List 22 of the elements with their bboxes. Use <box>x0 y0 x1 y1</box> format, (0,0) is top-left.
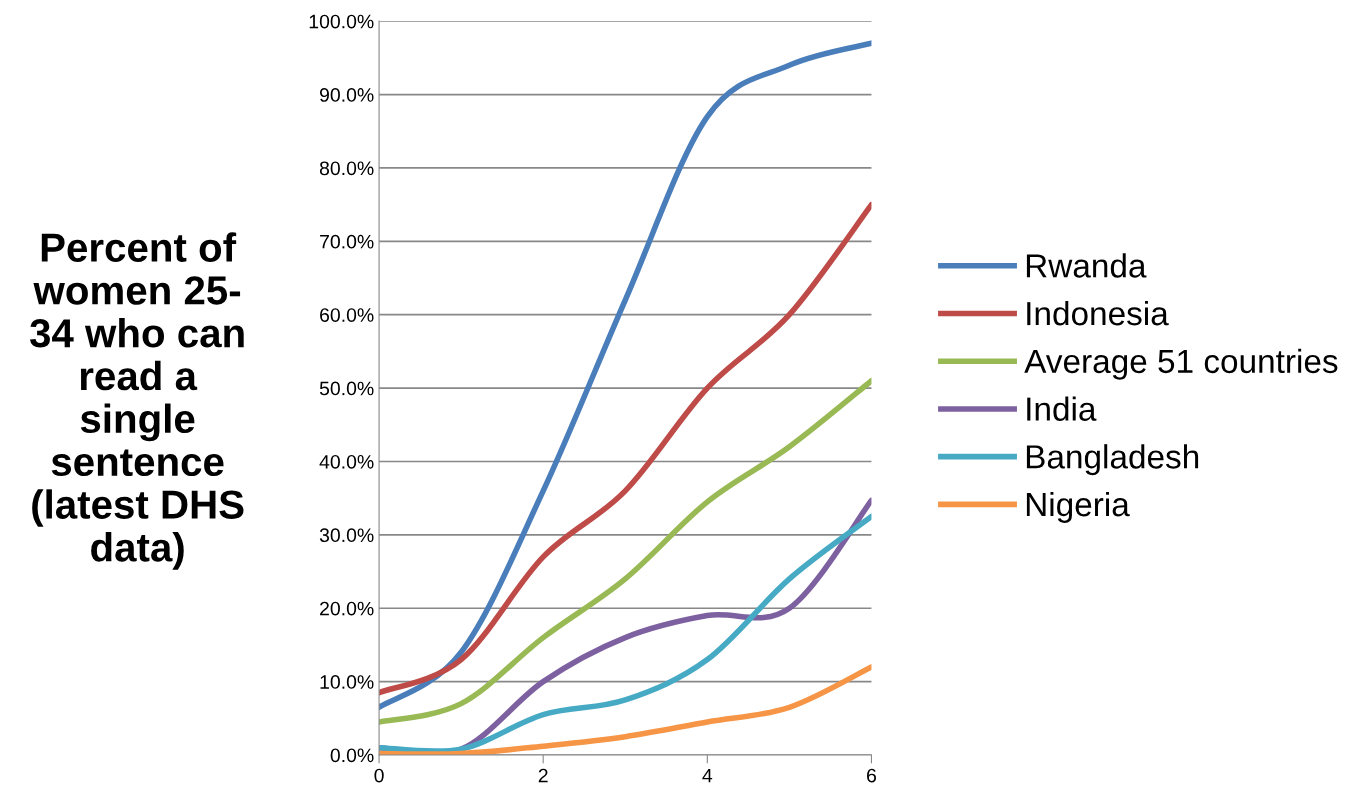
y-tick-label: 30.0% <box>319 528 374 543</box>
y-axis-title: Percent of women 25- 34 who can read a single sentence (latest DHS data) <box>29 232 244 570</box>
x-tick-label: 6 <box>867 768 877 783</box>
legend-label: Rwanda <box>1026 253 1147 278</box>
y-tick-label: 70.0% <box>320 234 374 249</box>
y-tick-label: 50.0% <box>319 381 374 396</box>
y-tick-label: 10.0% <box>320 675 374 689</box>
x-tick-label: 4 <box>702 768 713 783</box>
y-tick-label: 20.0% <box>320 601 374 616</box>
y-tick-label: 0.0% <box>330 748 374 763</box>
legend-label: Average 51 countries <box>1024 348 1338 380</box>
x-tick-label: 2 <box>538 768 548 783</box>
y-tick-label: 100.0% <box>309 14 374 29</box>
legend-label: Bangladesh <box>1026 444 1199 476</box>
legend-label: Indonesia <box>1027 300 1169 326</box>
y-tick-label: 80.0% <box>319 161 374 176</box>
legend-label: Nigeria <box>1026 491 1130 523</box>
y-tick-label: 90.0% <box>319 88 374 102</box>
y-tick-label: 60.0% <box>320 308 374 322</box>
x-tick-label: 0 <box>374 768 384 783</box>
legend-label: India <box>1027 396 1097 421</box>
y-tick-label: 40.0% <box>319 454 374 469</box>
